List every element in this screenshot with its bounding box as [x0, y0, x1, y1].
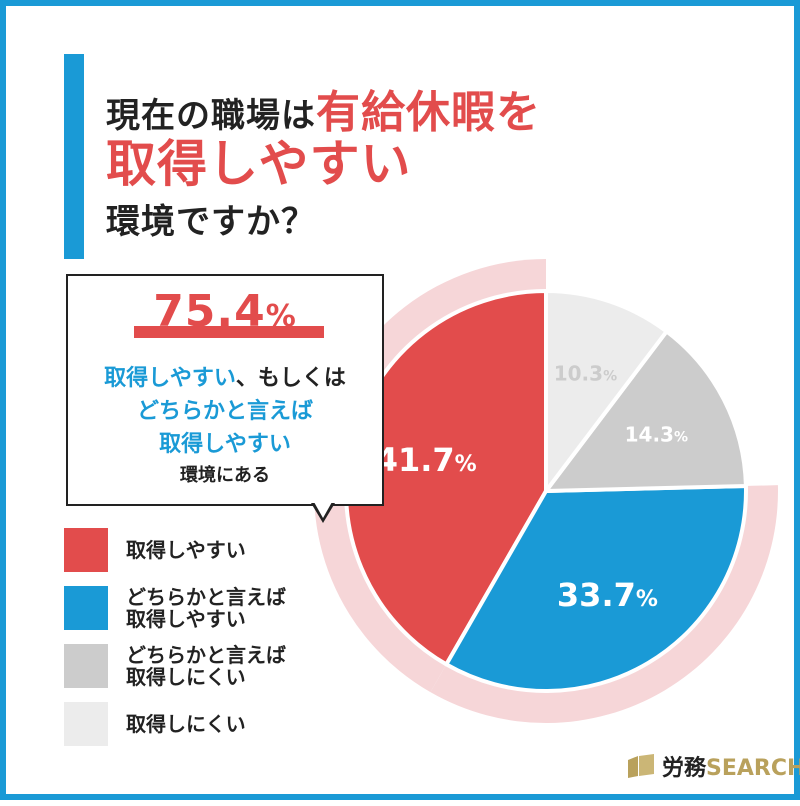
- legend-swatch-somewhat-easy: [64, 586, 108, 630]
- pie-chart: 41.7%33.7%14.3%10.3%: [314, 259, 778, 724]
- summary-callout: 75.4% 取得しやすい、もしくは どちらかと言えば 取得しやすい 環境にある: [66, 274, 384, 506]
- pie-slice-4: [544, 289, 669, 493]
- summary-percent: 75.4%: [153, 286, 297, 337]
- brand-book-icon: [628, 754, 654, 778]
- slice-label-value-4: 10.3: [554, 361, 603, 385]
- brand-name: 労務SEARCH: [662, 750, 800, 782]
- slice-label-value-1: 41.7: [376, 441, 455, 479]
- slice-label-percent-1: %: [455, 452, 477, 477]
- pie-slice-3: [544, 329, 748, 493]
- title-text-workplace: 現在の職場は: [106, 96, 316, 136]
- summary-percent-sign: %: [265, 299, 297, 334]
- legend-label-somewhat-hard: どちらかと言えば 取得しにくい: [126, 643, 286, 689]
- legend-swatch-somewhat-hard: [64, 644, 108, 688]
- slice-label-value-2: 33.7: [557, 576, 636, 614]
- legend-label-easy: 取得しやすい: [126, 538, 246, 562]
- slice-label-4: 10.3%: [554, 361, 617, 385]
- title-accent-bar: [64, 54, 84, 259]
- title-text-environment: 環境ですか？: [106, 202, 316, 242]
- title-text-easy-to-take: 取得しやすい: [106, 135, 412, 193]
- slice-label-value-3: 14.3: [625, 422, 674, 446]
- legend-label-hard: 取得しにくい: [126, 712, 246, 736]
- brand-name-jp: 労務: [662, 756, 707, 781]
- legend-label-somewhat-easy: どちらかと言えば 取得しやすい: [126, 585, 286, 631]
- title-line-1: 現在の職場は有給休暇を: [106, 76, 541, 140]
- title-text-paid-leave: 有給休暇を: [316, 87, 541, 138]
- legend-swatch-hard: [64, 702, 108, 746]
- callout-line-2: どちらかと言えば: [136, 399, 313, 424]
- legend-swatch-easy: [64, 528, 108, 572]
- slice-label-2: 33.7%: [557, 576, 658, 614]
- slice-label-1: 41.7%: [376, 441, 477, 479]
- callout-tail-inner: [314, 502, 332, 518]
- slice-label-percent-4: %: [603, 368, 617, 384]
- callout-or-text: 、もしくは: [235, 366, 346, 391]
- callout-line-1: 取得しやすい、もしくは: [68, 360, 382, 392]
- callout-line-3: 取得しやすい: [159, 432, 291, 457]
- callout-line-4: 環境にある: [180, 465, 270, 486]
- slice-label-percent-2: %: [636, 587, 658, 612]
- slice-label-percent-3: %: [674, 429, 688, 445]
- brand-name-en: SEARCH: [706, 756, 800, 781]
- percent-underline-bar: [134, 326, 324, 338]
- summary-percent-number: 75.4: [153, 286, 266, 337]
- slice-label-3: 14.3%: [625, 422, 688, 446]
- pie-slice-2: [444, 483, 748, 693]
- callout-easy-text: 取得しやすい: [104, 366, 236, 391]
